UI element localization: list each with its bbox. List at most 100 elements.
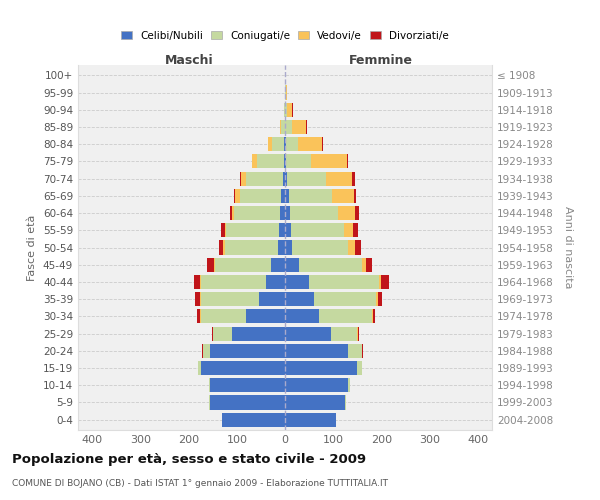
Bar bbox=[285, 275, 309, 289]
Bar bbox=[286, 86, 287, 100]
Bar bbox=[247, 310, 285, 324]
Bar bbox=[213, 326, 232, 340]
Bar bbox=[214, 258, 215, 272]
Bar bbox=[200, 310, 201, 324]
Bar bbox=[284, 137, 285, 152]
Bar bbox=[285, 412, 335, 426]
Bar bbox=[285, 223, 291, 238]
Bar bbox=[259, 292, 285, 306]
Bar bbox=[241, 172, 247, 185]
Bar bbox=[309, 275, 379, 289]
Bar bbox=[286, 137, 298, 152]
Bar bbox=[285, 137, 286, 152]
Bar bbox=[378, 292, 382, 306]
Bar bbox=[285, 120, 292, 134]
Bar bbox=[285, 326, 331, 340]
Bar bbox=[292, 102, 293, 117]
Bar bbox=[235, 206, 280, 220]
Bar bbox=[355, 240, 361, 254]
Bar bbox=[211, 378, 285, 392]
Bar bbox=[373, 310, 375, 324]
Bar bbox=[285, 102, 287, 117]
Bar bbox=[285, 310, 319, 324]
Bar bbox=[266, 275, 285, 289]
Bar bbox=[240, 172, 241, 185]
Bar bbox=[225, 240, 278, 254]
Bar bbox=[203, 344, 211, 358]
Bar bbox=[284, 154, 285, 168]
Bar bbox=[376, 292, 378, 306]
Bar bbox=[306, 120, 307, 134]
Bar bbox=[268, 137, 272, 152]
Bar bbox=[201, 361, 285, 375]
Bar bbox=[287, 172, 326, 185]
Y-axis label: Fasce di età: Fasce di età bbox=[28, 214, 37, 280]
Bar bbox=[319, 310, 371, 324]
Bar bbox=[347, 344, 362, 358]
Bar bbox=[354, 189, 356, 203]
Bar bbox=[311, 154, 347, 168]
Bar bbox=[338, 206, 355, 220]
Bar bbox=[285, 86, 286, 100]
Bar bbox=[199, 361, 201, 375]
Legend: Celibi/Nubili, Coniugati/e, Vedovi/e, Divorziati/e: Celibi/Nubili, Coniugati/e, Vedovi/e, Di… bbox=[117, 26, 453, 44]
Bar bbox=[235, 189, 240, 203]
Bar bbox=[322, 137, 323, 152]
Bar bbox=[289, 189, 332, 203]
Bar bbox=[225, 223, 226, 238]
Bar bbox=[352, 172, 355, 185]
Bar bbox=[285, 378, 347, 392]
Bar bbox=[314, 292, 376, 306]
Bar bbox=[226, 223, 279, 238]
Bar bbox=[292, 120, 306, 134]
Bar bbox=[285, 292, 314, 306]
Bar bbox=[207, 258, 214, 272]
Bar bbox=[279, 223, 285, 238]
Bar bbox=[247, 172, 283, 185]
Y-axis label: Anni di nascita: Anni di nascita bbox=[563, 206, 573, 289]
Bar bbox=[218, 240, 223, 254]
Bar bbox=[284, 102, 285, 117]
Bar bbox=[200, 275, 201, 289]
Bar bbox=[283, 172, 285, 185]
Bar bbox=[209, 396, 211, 409]
Bar bbox=[362, 344, 363, 358]
Bar bbox=[357, 326, 358, 340]
Bar bbox=[195, 292, 200, 306]
Bar bbox=[285, 344, 347, 358]
Bar bbox=[326, 172, 352, 185]
Bar bbox=[272, 137, 284, 152]
Bar bbox=[278, 240, 285, 254]
Text: COMUNE DI BOJANO (CB) - Dati ISTAT 1° gennaio 2009 - Elaborazione TUTTITALIA.IT: COMUNE DI BOJANO (CB) - Dati ISTAT 1° ge… bbox=[12, 479, 388, 488]
Bar bbox=[285, 361, 357, 375]
Bar bbox=[197, 310, 200, 324]
Bar bbox=[223, 412, 285, 426]
Bar bbox=[299, 258, 362, 272]
Bar bbox=[285, 172, 287, 185]
Bar bbox=[287, 102, 292, 117]
Bar bbox=[221, 223, 225, 238]
Bar bbox=[281, 120, 285, 134]
Bar bbox=[201, 292, 259, 306]
Bar bbox=[280, 120, 281, 134]
Bar bbox=[285, 396, 345, 409]
Text: Maschi: Maschi bbox=[164, 54, 213, 66]
Bar bbox=[194, 275, 200, 289]
Bar bbox=[285, 240, 292, 254]
Bar bbox=[211, 396, 285, 409]
Bar bbox=[286, 154, 311, 168]
Bar bbox=[344, 223, 353, 238]
Bar bbox=[353, 223, 358, 238]
Bar bbox=[211, 344, 285, 358]
Bar bbox=[285, 154, 286, 168]
Bar bbox=[223, 240, 225, 254]
Bar bbox=[212, 326, 213, 340]
Bar bbox=[202, 344, 203, 358]
Bar bbox=[232, 206, 235, 220]
Bar bbox=[291, 223, 344, 238]
Bar bbox=[200, 292, 201, 306]
Bar bbox=[362, 258, 366, 272]
Bar bbox=[290, 206, 338, 220]
Bar bbox=[209, 378, 211, 392]
Bar bbox=[381, 275, 389, 289]
